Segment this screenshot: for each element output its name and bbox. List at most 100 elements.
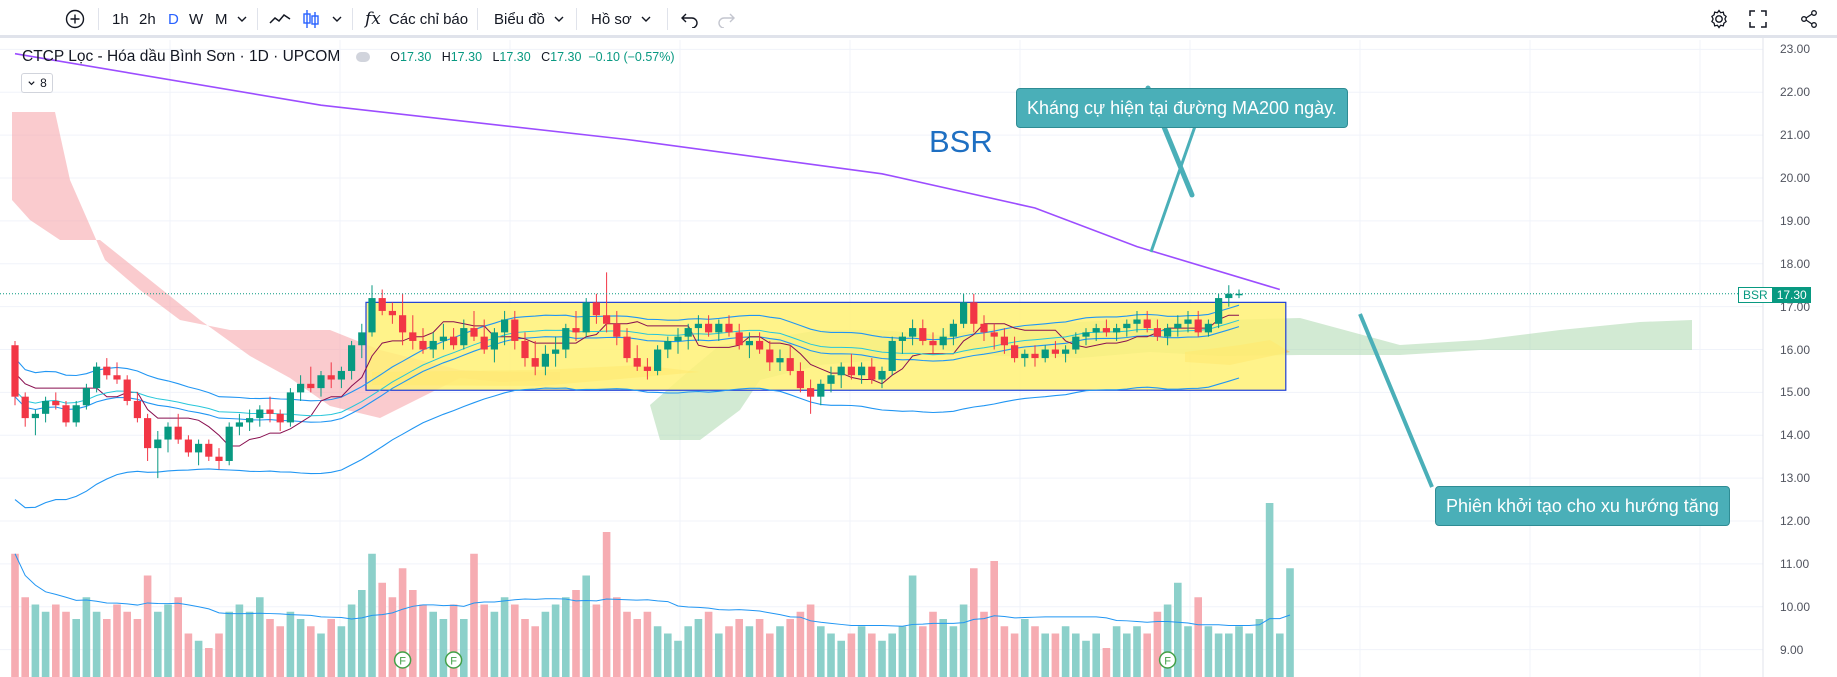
candle	[276, 409, 284, 431]
volume-bar	[449, 604, 458, 677]
interval-2h[interactable]: 2h	[139, 10, 156, 28]
indicators-toggle[interactable]: 8	[21, 73, 53, 93]
volume-bar	[684, 626, 692, 677]
add-symbol-icon[interactable]	[64, 0, 86, 38]
interval-m[interactable]: M	[215, 10, 228, 28]
candle-body	[195, 443, 203, 453]
candle-body	[1000, 336, 1008, 346]
candle	[480, 319, 488, 354]
indicators-button[interactable]: fx Các chỉ báo	[365, 0, 468, 38]
fullscreen-icon[interactable]	[1748, 0, 1768, 38]
volume-bar	[949, 626, 958, 677]
candle	[1143, 310, 1151, 333]
candle-body	[113, 375, 121, 380]
volume-bar	[337, 626, 346, 677]
candle	[317, 370, 325, 397]
volume-bar	[776, 626, 784, 677]
candle-body	[633, 358, 641, 367]
candle-body	[1092, 328, 1100, 333]
candle	[1092, 323, 1100, 341]
volume-bar	[888, 633, 896, 677]
candle-body	[572, 328, 580, 333]
candle	[888, 336, 896, 376]
volume-bar	[1051, 633, 1060, 677]
candle-body	[72, 405, 80, 423]
volume-bar	[959, 604, 968, 677]
candle-body	[847, 366, 855, 376]
candle	[133, 392, 141, 423]
candle	[572, 310, 580, 341]
base-line	[14, 314, 1239, 447]
settings-gear-icon[interactable]	[1708, 0, 1730, 38]
candle-body	[1072, 336, 1080, 350]
toolbar-divider	[352, 8, 353, 30]
candle	[817, 379, 825, 406]
candle-body	[1102, 328, 1110, 333]
price-axis-label: 20.00	[1780, 171, 1811, 186]
profile-menu-button[interactable]: Hồ sơ	[591, 0, 652, 38]
legend-status-dot	[356, 52, 371, 62]
marker-label: F	[450, 656, 457, 668]
candle-body	[358, 332, 366, 346]
volume-bar	[1092, 633, 1100, 677]
symbol-title[interactable]: CTCP Lọc - Hóa dầu Bình Sơn · 1D · UPCOM	[22, 48, 341, 65]
interval-1h[interactable]: 1h	[112, 10, 129, 28]
volume-bar	[1112, 626, 1121, 677]
candle-chart-type-icon[interactable]	[301, 0, 321, 38]
volume-bar	[1204, 626, 1213, 677]
candle-body	[511, 319, 519, 341]
candle-body	[715, 323, 723, 333]
share-icon[interactable]	[1799, 0, 1819, 38]
volume-bar	[572, 590, 580, 677]
ohlc-values: O17.30 H17.30 L17.30 C17.30 −0.10 (−0.57…	[390, 50, 674, 64]
redo-icon[interactable]	[716, 0, 736, 38]
ma200-line	[14, 52, 1281, 291]
interval-dropdown-icon[interactable]	[236, 0, 248, 38]
volume-bar	[531, 626, 539, 677]
candle-body	[745, 340, 753, 346]
volume-bar	[623, 611, 631, 677]
candle	[603, 272, 611, 333]
candle	[21, 392, 29, 427]
candle	[327, 362, 335, 389]
volume-bar	[123, 611, 131, 677]
candle-body	[1204, 323, 1212, 333]
line-chart-type-icon[interactable]	[268, 0, 292, 38]
candle-body	[592, 302, 600, 316]
candle-body	[1174, 323, 1182, 329]
chart-menu-button[interactable]: Biểu đồ	[494, 0, 565, 38]
price-axis-label: 12.00	[1780, 514, 1811, 528]
volume-bar	[755, 619, 764, 677]
candle	[1082, 328, 1090, 346]
candle-body	[960, 302, 968, 324]
candle	[1204, 319, 1212, 337]
candle	[643, 358, 651, 380]
candle	[858, 362, 866, 384]
candle	[103, 358, 111, 380]
candle-body	[490, 332, 498, 350]
toolbar-divider	[576, 8, 577, 30]
candle-body	[470, 328, 478, 337]
low-key: L	[492, 50, 500, 64]
volume-bar	[1031, 626, 1039, 677]
candle-body	[337, 370, 345, 380]
chart-type-dropdown-icon[interactable]	[331, 0, 343, 38]
candle	[735, 323, 743, 350]
candle	[11, 340, 19, 406]
volume-bar	[1143, 633, 1151, 677]
interval-w[interactable]: W	[189, 10, 204, 28]
candle-body	[766, 349, 774, 363]
candle-body	[664, 340, 672, 350]
volume-bar	[541, 611, 550, 677]
candle	[807, 379, 815, 414]
undo-icon[interactable]	[680, 0, 700, 38]
volume-bar	[602, 532, 611, 677]
candle	[1174, 315, 1182, 337]
candle	[990, 323, 998, 350]
volume-bar	[1235, 626, 1243, 677]
volume-bar	[1133, 626, 1141, 677]
candle	[766, 340, 774, 371]
candlesticks	[11, 272, 1243, 479]
interval-d[interactable]: D	[168, 10, 179, 28]
